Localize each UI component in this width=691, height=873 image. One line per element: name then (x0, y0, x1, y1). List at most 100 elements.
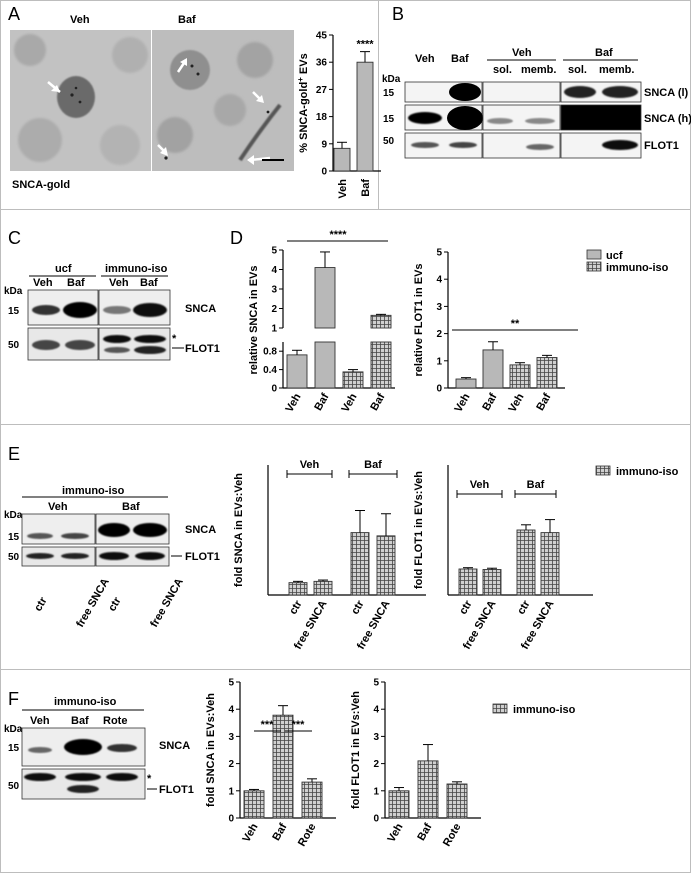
panel-c-lane-4: Baf (140, 277, 158, 289)
panel-d-chart-snca: 1 2 3 4 5 0 0.4 0.8 Veh Baf Veh Baf **** relative SNC… (248, 229, 395, 414)
panel-b-row3-label: FLOT1 (644, 140, 679, 152)
panel-a-chart-xlabel-1: Baf (360, 179, 372, 197)
panel-e-marker-50: 50 (8, 552, 20, 563)
panel-d2-ytick-label-4: 4 (436, 275, 442, 286)
legend-immuno-swatch (586, 261, 602, 272)
panel-d2-xlabel-2: Veh (506, 391, 526, 414)
panel-a-chart-ylabel: % SNCA-gold+ EVs (296, 53, 311, 152)
panel-e2-ylabel: fold FLOT1 in EVs:Veh (413, 471, 425, 589)
panel-e1-ylabel: fold SNCA in EVs:Veh (233, 473, 245, 587)
legend-ucf-label: ucf (606, 250, 623, 262)
panel-f2-ytick-label-4: 4 (373, 705, 379, 716)
panel-b-group-baf: Baf (595, 47, 613, 59)
panel-d1-bar-3 (370, 314, 392, 329)
panel-f-legend-swatch (492, 703, 508, 714)
panel-d1-ylabel: relative SNCA in EVs (248, 265, 260, 374)
panel-d2-bar-2 (509, 364, 531, 389)
panel-f1-ytick-label-0: 0 (228, 814, 234, 825)
panel-d2-ytick-label-2: 2 (436, 329, 442, 340)
panel-c-marker-50: 50 (8, 340, 20, 351)
panel-a-chart: 0 9 18 27 36 45 Veh Baf % SNCA-gold+ EVs **** (296, 31, 381, 199)
panel-a-chart-ytick-label-1: 9 (321, 139, 327, 150)
panel-e1-bar-1 (313, 580, 333, 596)
panel-e2-bar-3 (540, 532, 560, 596)
panel-e1-bar-0 (288, 582, 308, 596)
panel-d1-ytick-low-label-2: 0.8 (263, 347, 277, 358)
panel-c-marker-15: 15 (8, 306, 20, 317)
panel-f1-ytick-label-5: 5 (228, 678, 234, 689)
panel-e1-bar-2 (350, 532, 370, 596)
panel-d2-significance: ** (511, 318, 520, 330)
panel-b-memb2: memb. (599, 64, 634, 76)
panel-f2-ylabel: fold FLOT1 in EVs:Veh (350, 691, 362, 809)
panel-d-chart-flot1: 0 1 2 3 4 5 Veh Baf Veh Baf relative FLOT1 in EVs *… (413, 248, 578, 414)
panel-d1-bar-1 (314, 267, 336, 329)
panel-d1-ytick-up-label-0: 1 (271, 324, 277, 335)
panel-f-marker-15: 15 (8, 743, 20, 754)
panel-e-kda: kDa (4, 510, 23, 521)
panel-c-row-snca: SNCA (185, 303, 216, 315)
panel-e2-xlabel-0: ctr (457, 598, 475, 617)
panel-c-blots (27, 289, 171, 361)
panel-d1-xlabel-1: Baf (312, 391, 331, 413)
panel-f2-bar-1 (417, 760, 439, 819)
panel-d2-bar-3 (536, 357, 558, 389)
panel-a-veh-label: Veh (70, 14, 90, 26)
panel-e-legend-swatch (595, 465, 611, 476)
em-micrograph-veh (10, 30, 151, 171)
panel-f-row-snca: SNCA (159, 740, 190, 752)
panel-e1-bar-3 (376, 535, 396, 596)
panel-b-col-veh: Veh (415, 53, 435, 65)
panel-f-chart-snca: 0 1 2 3 4 5 Veh Baf Rote fold SNCA in EVs:Veh *** *… (205, 678, 336, 849)
panel-e2-group-label-1: Baf (527, 479, 545, 491)
panel-f2-bar-2 (446, 783, 468, 819)
panel-d2-xlabel-3: Baf (534, 391, 553, 413)
panel-a-caption: SNCA-gold (12, 179, 70, 191)
panel-d2-bar-1 (482, 349, 504, 389)
panel-d-legend: ucf immuno-iso (586, 249, 669, 274)
panel-b-letter: B (392, 4, 404, 24)
panel-a-chart-ytick-label-4: 36 (316, 58, 328, 69)
panel-d1-significance: **** (329, 229, 347, 241)
panel-d1-ytick-low-label-0: 0 (271, 384, 277, 395)
panel-b-row3-marker: 50 (383, 136, 395, 147)
panel-a-chart-ytick-label-0: 0 (321, 167, 327, 178)
panel-e2-bar-0 (458, 568, 478, 596)
panel-d1-bar-2 (342, 371, 364, 389)
panel-e2-group-label-0: Veh (470, 479, 490, 491)
panel-d2-ytick-label-1: 1 (436, 356, 442, 367)
panel-e-lane-ctr-veh: ctr (32, 595, 50, 614)
panel-f-lane-veh: Veh (30, 715, 50, 727)
panel-d2-ylabel: relative FLOT1 in EVs (413, 263, 425, 376)
panel-c-letter: C (8, 228, 21, 248)
panel-e1-group-label-0: Veh (300, 459, 320, 471)
panel-c-lane-2: Baf (67, 277, 85, 289)
panel-f-asterisk: * (147, 773, 152, 785)
panel-d1-ytick-up-label-1: 2 (271, 304, 277, 315)
panel-c-lane-3: Veh (109, 277, 129, 289)
panel-b-row1-label: SNCA (l) (644, 87, 689, 99)
panel-d1-ytick-up-label-2: 3 (271, 285, 277, 296)
panel-d1-bar-lower-3 (370, 341, 392, 389)
panel-e-blots (21, 513, 170, 567)
panel-d2-ytick-label-0: 0 (436, 384, 442, 395)
panel-d2-xlabel-1: Baf (480, 391, 499, 413)
panel-c-kda: kDa (4, 286, 23, 297)
panel-d1-ytick-low-label-1: 0.4 (263, 365, 277, 376)
panel-e-legend-label: immuno-iso (616, 466, 679, 478)
panel-d2-ytick-label-3: 3 (436, 302, 442, 313)
panel-d1-bar-lower-1 (314, 341, 336, 389)
panel-e1-group-label-1: Baf (364, 459, 382, 471)
panel-f-kda: kDa (4, 724, 23, 735)
panel-f2-xlabel-2: Rote (441, 822, 464, 849)
panel-d2-xlabel-0: Veh (452, 391, 472, 414)
panel-b-row2-label: SNCA (h) (644, 113, 691, 125)
panel-d1-xlabel-3: Baf (368, 391, 387, 413)
panel-d-letter: D (230, 228, 243, 248)
legend-ucf-swatch (586, 249, 602, 260)
panel-f-marker-50: 50 (8, 781, 20, 792)
panel-e-row-snca: SNCA (185, 524, 216, 536)
panel-f-lane-rote: Rote (103, 715, 127, 727)
